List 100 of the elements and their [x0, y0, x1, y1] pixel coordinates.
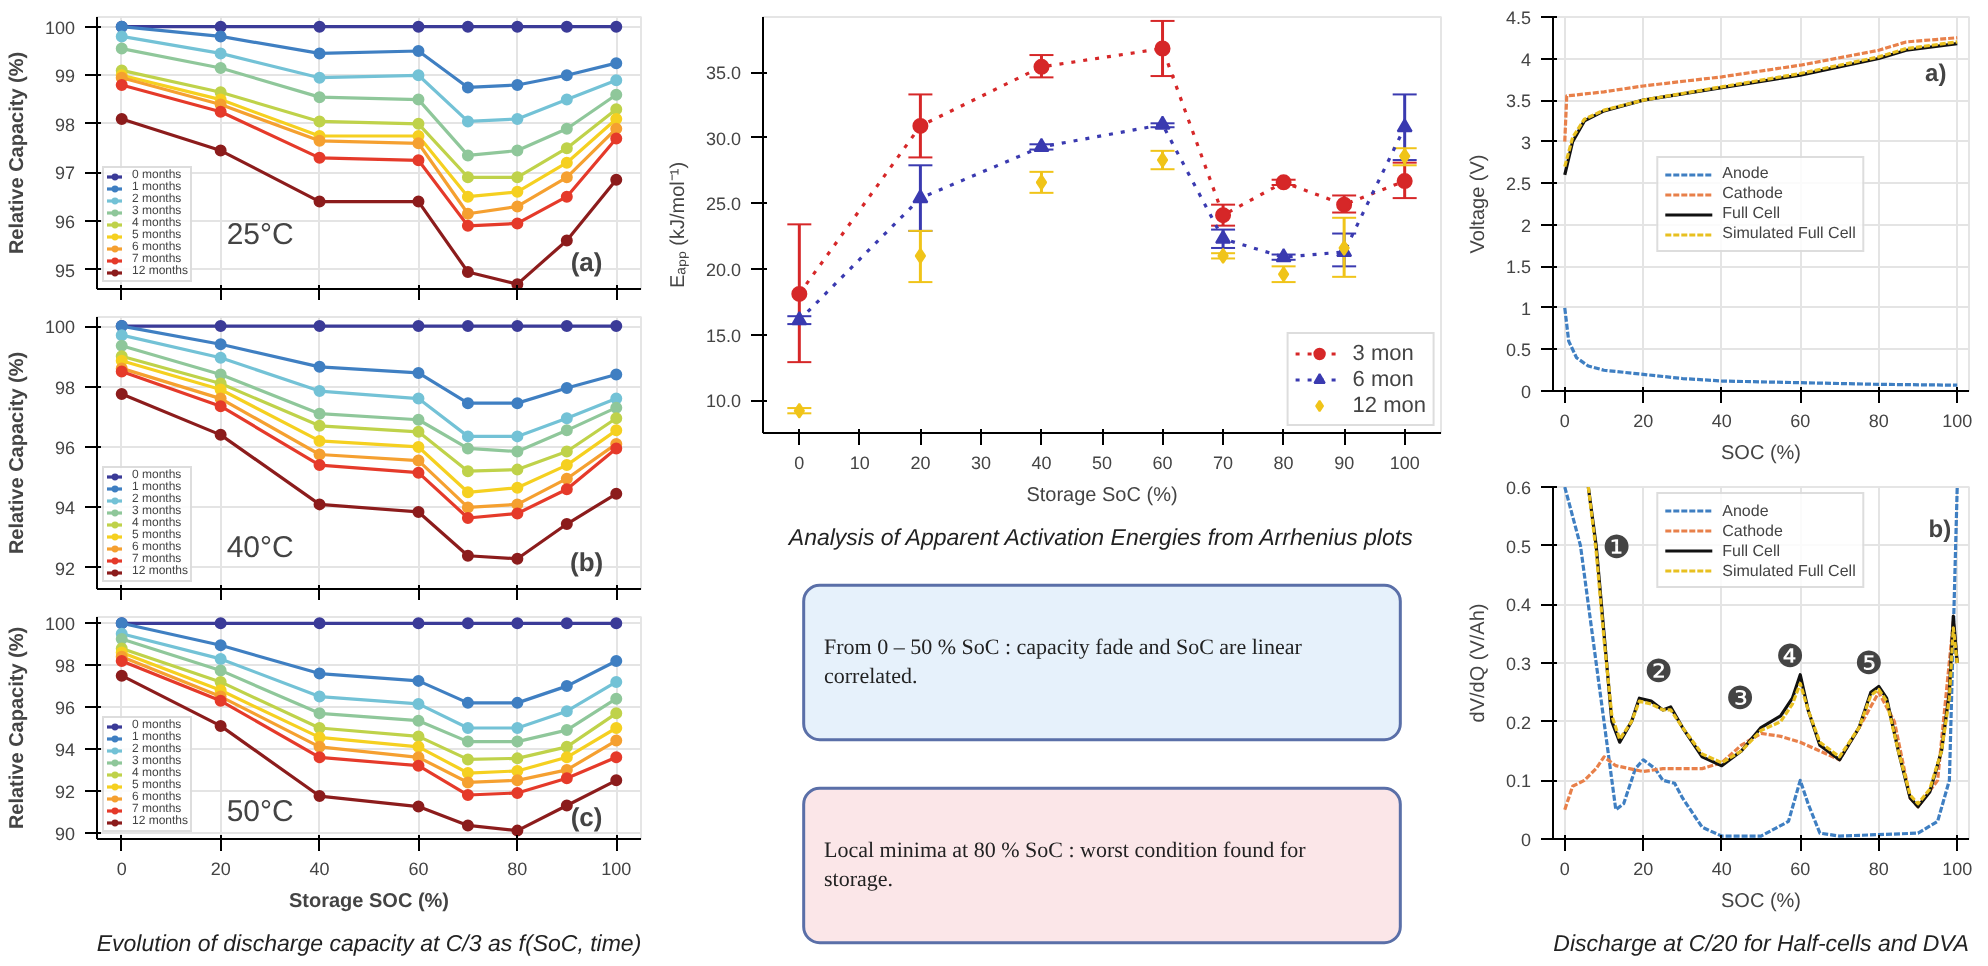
- text: From 0 – 50 % SoC : capacity fade and SoC are linear correlated.: [824, 636, 1303, 689]
- x-tick-label: 100: [601, 859, 632, 879]
- y-tick-label: 92: [54, 781, 76, 802]
- text: Evolution of discharge capacity at C/3 as f(SoC, time): [96, 933, 642, 957]
- y-tick-label: 0.6: [1505, 478, 1532, 498]
- annotation: b): [1928, 515, 1952, 544]
- y-tick-label: 35.0: [705, 63, 742, 84]
- x-tick-label: 40: [1711, 411, 1732, 431]
- annotation: 50°C: [226, 795, 295, 830]
- y-tick-label: 95: [54, 260, 76, 281]
- y-tick-label: 30.0: [705, 128, 742, 149]
- y-tick-label: 100: [44, 614, 76, 635]
- x-tick-label: 20: [910, 453, 931, 473]
- annotation: a): [1925, 59, 1947, 88]
- x-tick-label: 60: [1152, 453, 1173, 473]
- y-tick-label: 0.2: [1505, 712, 1532, 733]
- legend-label: 12 mon: [1352, 392, 1426, 418]
- x-tick-label: 20: [1633, 859, 1654, 879]
- y-tick-label: 98: [54, 656, 76, 677]
- annotation: (b): [570, 546, 604, 577]
- x-axis-title: SOC (%): [1721, 891, 1801, 913]
- y-tick-label: 0.3: [1505, 654, 1532, 674]
- y-tick-label: 96: [54, 698, 76, 719]
- y-tick-label: 90: [54, 823, 76, 844]
- y-tick-label: 1.5: [1505, 257, 1532, 278]
- x-tick-label: 100: [1389, 453, 1420, 473]
- legend-label: 3 mon: [1352, 340, 1414, 366]
- x-tick-label: 0: [794, 453, 805, 473]
- y-tick-label: 3: [1520, 132, 1532, 153]
- x-tick-label: 70: [1213, 453, 1234, 473]
- x-axis-title: Storage SOC (%): [288, 891, 450, 913]
- y-tick-label: 99: [54, 66, 76, 87]
- x-tick-label: 60: [408, 859, 429, 879]
- x-tick-label: 50: [1091, 453, 1113, 473]
- legend-label: Anode: [1722, 163, 1769, 183]
- y-axis-title: Relative Capacity (%): [6, 51, 29, 255]
- y-tick-label: 10.0: [705, 391, 742, 412]
- x-tick-label: 40: [1711, 859, 1732, 879]
- annotation: ❹: [1775, 636, 1805, 675]
- x-tick-label: 100: [1942, 411, 1973, 431]
- y-tick-label: 96: [54, 212, 76, 232]
- legend-label: Simulated Full Cell: [1722, 223, 1856, 243]
- y-tick-label: 0: [1520, 382, 1532, 402]
- annotation: ❶: [1602, 527, 1631, 566]
- y-tick-label: 100: [44, 17, 76, 38]
- x-tick-label: 80: [1273, 453, 1294, 473]
- y-tick-label: 2.5: [1505, 174, 1532, 195]
- y-tick-label: 1: [1520, 298, 1532, 319]
- legend-label: Anode: [1722, 500, 1769, 520]
- y-tick-label: 0.4: [1505, 595, 1532, 616]
- x-tick-label: 0: [1559, 411, 1570, 431]
- x-tick-label: 80: [1868, 859, 1889, 879]
- x-tick-label: 80: [507, 859, 528, 879]
- y-tick-label: 94: [54, 498, 76, 519]
- y-tick-label: 92: [54, 558, 76, 579]
- x-tick-label: 20: [1633, 411, 1654, 431]
- legend-label: Cathode: [1722, 183, 1783, 203]
- y-tick-label: 15.0: [705, 325, 742, 346]
- legend-label: Full Cell: [1722, 203, 1781, 223]
- x-tick-label: 20: [210, 859, 231, 879]
- y-tick-label: 25.0: [705, 194, 742, 215]
- y-tick-label: 98: [54, 114, 76, 135]
- y-tick-label: 100: [44, 317, 76, 338]
- y-tick-label: 98: [54, 377, 76, 398]
- y-axis-title: Relative Capacity (%): [6, 351, 29, 555]
- x-tick-label: 30: [970, 453, 991, 473]
- y-axis-title: Relative Capacity (%): [6, 626, 29, 830]
- y-tick-label: 0.1: [1505, 771, 1532, 792]
- x-axis-title: SOC (%): [1721, 443, 1801, 465]
- annotation: (c): [570, 801, 603, 832]
- y-axis-title: dV/dQ (V/Ah): [1467, 603, 1490, 723]
- y-tick-label: 0.5: [1505, 536, 1532, 557]
- y-tick-label: 3.5: [1505, 91, 1532, 112]
- x-tick-label: 0: [116, 859, 127, 879]
- y-tick-label: 2: [1520, 215, 1532, 236]
- x-tick-label: 10: [849, 453, 870, 473]
- y-tick-label: 20.0: [705, 259, 742, 280]
- annotation: ❷: [1644, 651, 1674, 690]
- y-tick-label: 4: [1520, 49, 1532, 70]
- annotation: ❸: [1725, 679, 1755, 718]
- y-tick-label: 94: [54, 739, 76, 760]
- x-axis-title: Storage SoC (%): [1026, 485, 1178, 507]
- x-tick-label: 0: [1559, 859, 1570, 879]
- x-tick-label: 100: [1942, 859, 1973, 879]
- annotation: 40°C: [226, 531, 295, 566]
- y-axis-title: Voltage (V): [1467, 154, 1490, 254]
- y-tick-label: 4.5: [1505, 8, 1532, 28]
- legend-label: Full Cell: [1722, 540, 1781, 560]
- y-tick-label: 0: [1520, 830, 1532, 850]
- legend-label: Cathode: [1722, 520, 1783, 540]
- y-tick-label: 96: [54, 437, 76, 458]
- y-tick-label: 0.5: [1505, 340, 1532, 361]
- y-tick-label: 97: [54, 163, 76, 184]
- x-tick-label: 80: [1868, 411, 1889, 431]
- annotation: ❺: [1854, 644, 1884, 682]
- x-tick-label: 40: [1031, 453, 1052, 473]
- text: Local minima at 80 % SoC : worst condition found for storage.: [824, 839, 1307, 892]
- annotation: 25°C: [226, 217, 295, 252]
- text: Analysis of Apparent Activation Energies from Arrhenius plots: [786, 527, 1414, 551]
- x-tick-label: 60: [1790, 859, 1811, 879]
